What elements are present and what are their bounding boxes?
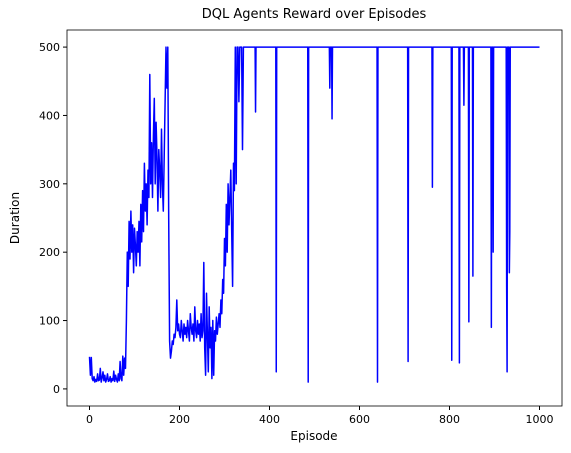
x-tick-label: 1000 bbox=[526, 413, 554, 426]
x-tick-label: 400 bbox=[259, 413, 280, 426]
x-tick-label: 0 bbox=[86, 413, 93, 426]
y-tick-label: 500 bbox=[39, 41, 60, 54]
plot-frame bbox=[66, 29, 563, 407]
x-tick-label: 600 bbox=[349, 413, 370, 426]
x-axis-label: Episode bbox=[290, 429, 337, 443]
x-tick-label: 800 bbox=[439, 413, 460, 426]
y-tick-label: 100 bbox=[39, 315, 60, 328]
chart-title: DQL Agents Reward over Episodes bbox=[202, 7, 427, 22]
y-tick-label: 0 bbox=[53, 383, 60, 396]
y-tick-label: 300 bbox=[39, 178, 60, 191]
y-tick-label: 400 bbox=[39, 109, 60, 122]
y-axis-label: Duration bbox=[8, 192, 22, 244]
data-line bbox=[88, 46, 540, 383]
y-tick-label: 200 bbox=[39, 246, 60, 259]
x-tick-label: 200 bbox=[169, 413, 190, 426]
